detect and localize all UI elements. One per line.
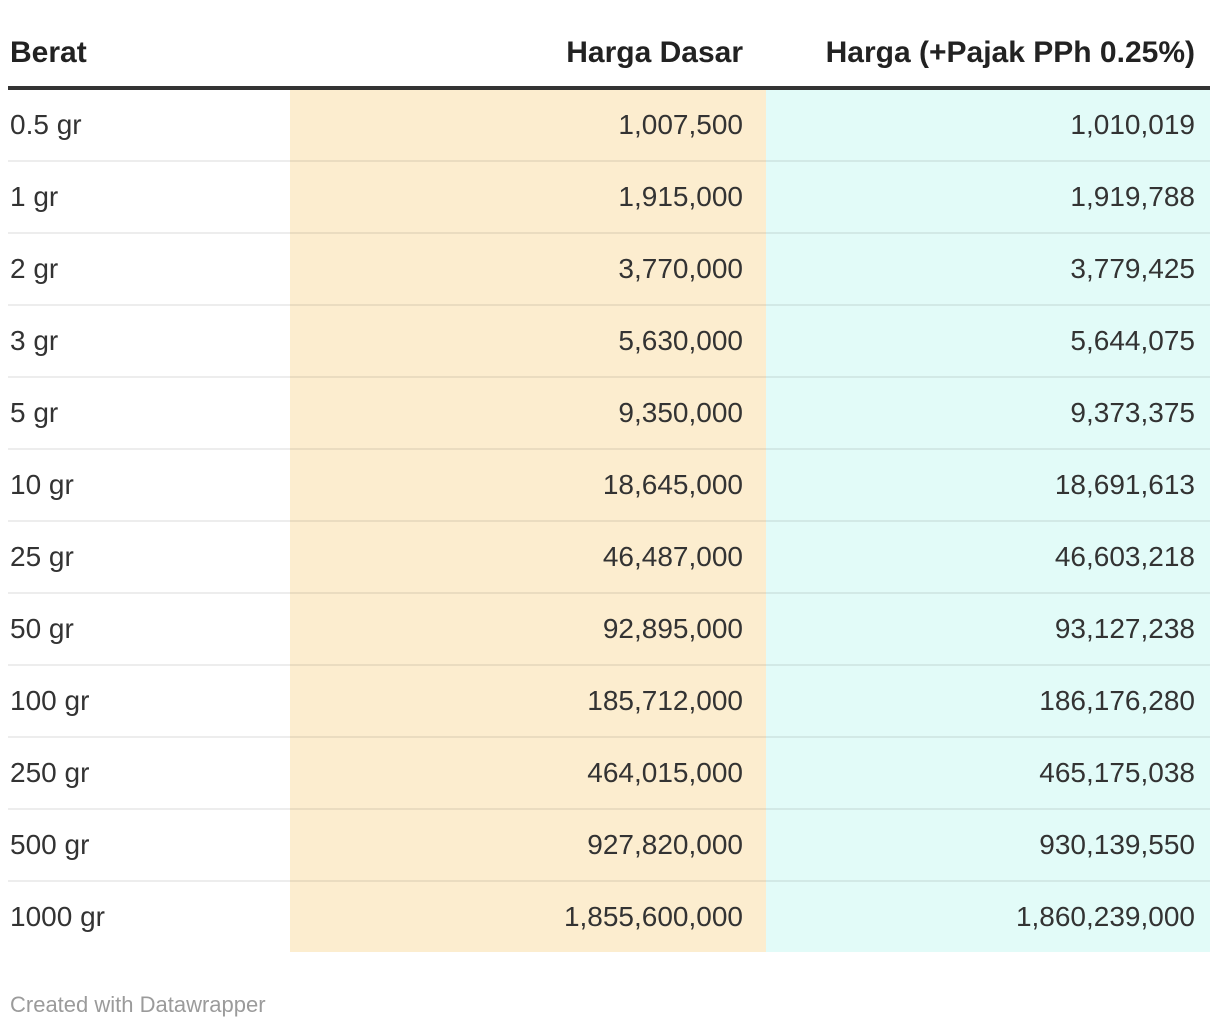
cell-harga-pajak: 930,139,550 (766, 809, 1210, 882)
gold-price-table: Berat Harga Dasar Harga (+Pajak PPh 0.25… (8, 36, 1210, 952)
datawrapper-credit-link[interactable]: Created with Datawrapper (10, 992, 266, 1017)
cell-berat: 100 gr (8, 665, 290, 738)
cell-harga-dasar: 18,645,000 (290, 449, 766, 522)
cell-harga-pajak: 1,860,239,000 (766, 881, 1210, 952)
cell-harga-pajak: 1,010,019 (766, 88, 1210, 162)
cell-berat: 50 gr (8, 593, 290, 666)
table-row: 100 gr 185,712,000 186,176,280 (8, 665, 1210, 738)
cell-harga-pajak: 465,175,038 (766, 737, 1210, 810)
cell-berat: 3 gr (8, 305, 290, 378)
cell-berat: 5 gr (8, 377, 290, 450)
cell-harga-pajak: 5,644,075 (766, 305, 1210, 378)
table-row: 10 gr 18,645,000 18,691,613 (8, 449, 1210, 522)
cell-harga-dasar: 46,487,000 (290, 521, 766, 594)
cell-harga-pajak: 1,919,788 (766, 161, 1210, 234)
cell-berat: 25 gr (8, 521, 290, 594)
cell-harga-dasar: 1,007,500 (290, 88, 766, 162)
cell-harga-dasar: 1,915,000 (290, 161, 766, 234)
cell-harga-pajak: 186,176,280 (766, 665, 1210, 738)
cell-berat: 1 gr (8, 161, 290, 234)
table-row: 1000 gr 1,855,600,000 1,860,239,000 (8, 881, 1210, 952)
table-row: 50 gr 92,895,000 93,127,238 (8, 593, 1210, 666)
cell-harga-dasar: 927,820,000 (290, 809, 766, 882)
cell-berat: 250 gr (8, 737, 290, 810)
cell-harga-dasar: 1,855,600,000 (290, 881, 766, 952)
cell-harga-pajak: 3,779,425 (766, 233, 1210, 306)
cell-berat: 10 gr (8, 449, 290, 522)
cell-harga-pajak: 9,373,375 (766, 377, 1210, 450)
cell-harga-dasar: 464,015,000 (290, 737, 766, 810)
cell-harga-dasar: 3,770,000 (290, 233, 766, 306)
cell-harga-pajak: 18,691,613 (766, 449, 1210, 522)
table-row: 0.5 gr 1,007,500 1,010,019 (8, 88, 1210, 162)
cell-berat: 2 gr (8, 233, 290, 306)
column-header-harga-pajak: Harga (+Pajak PPh 0.25%) (766, 36, 1210, 90)
column-header-berat: Berat (8, 36, 290, 90)
cell-harga-dasar: 92,895,000 (290, 593, 766, 666)
table-row: 1 gr 1,915,000 1,919,788 (8, 161, 1210, 234)
table-row: 2 gr 3,770,000 3,779,425 (8, 233, 1210, 306)
cell-harga-pajak: 93,127,238 (766, 593, 1210, 666)
table-row: 250 gr 464,015,000 465,175,038 (8, 737, 1210, 810)
table-row: 25 gr 46,487,000 46,603,218 (8, 521, 1210, 594)
cell-harga-pajak: 46,603,218 (766, 521, 1210, 594)
cell-berat: 0.5 gr (8, 88, 290, 162)
cell-berat: 500 gr (8, 809, 290, 882)
cell-harga-dasar: 185,712,000 (290, 665, 766, 738)
cell-harga-dasar: 9,350,000 (290, 377, 766, 450)
table-row: 5 gr 9,350,000 9,373,375 (8, 377, 1210, 450)
table-row: 3 gr 5,630,000 5,644,075 (8, 305, 1210, 378)
table-row: 500 gr 927,820,000 930,139,550 (8, 809, 1210, 882)
header-row: Berat Harga Dasar Harga (+Pajak PPh 0.25… (8, 36, 1210, 90)
cell-harga-dasar: 5,630,000 (290, 305, 766, 378)
column-header-harga-dasar: Harga Dasar (290, 36, 766, 90)
cell-berat: 1000 gr (8, 881, 290, 952)
